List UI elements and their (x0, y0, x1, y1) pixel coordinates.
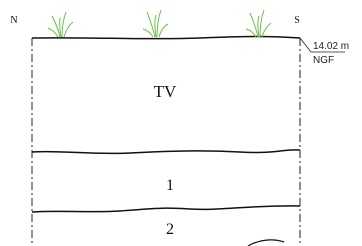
elevation-datum: NGF (313, 55, 334, 66)
layer-boundary (248, 240, 284, 246)
section-diagram: N S 14.02 m NGF TV 1 2 (0, 0, 362, 246)
layer-label: 1 (166, 177, 174, 194)
layer-boundary (32, 150, 300, 154)
grass (48, 10, 271, 37)
layer-boundary (32, 206, 300, 212)
north-label: N (10, 15, 17, 26)
elevation-value: 14.02 m (313, 41, 349, 52)
layer-label: TV (154, 82, 177, 101)
south-label: S (294, 15, 300, 26)
elevation-leader (300, 38, 311, 52)
layer-label: 2 (166, 221, 174, 238)
